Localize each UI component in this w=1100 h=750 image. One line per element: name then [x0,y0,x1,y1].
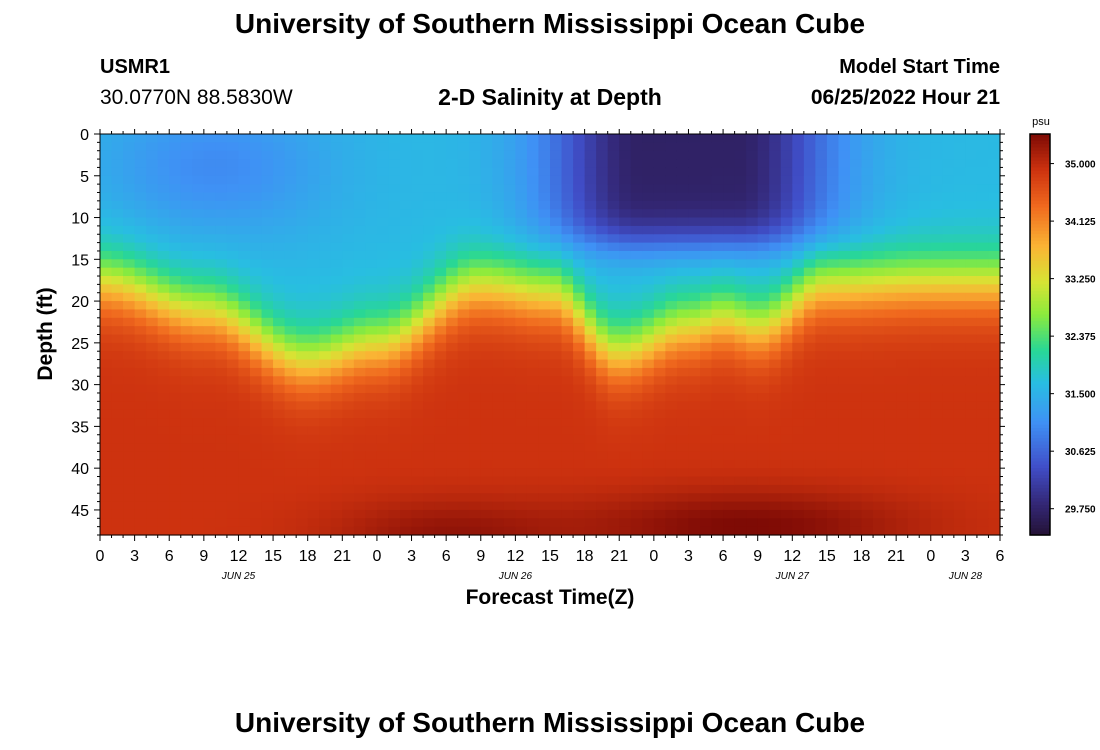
x-tick-label: 18 [853,548,871,565]
colorbar-tick-label: 29.750 [1065,505,1096,516]
date-label: JUN 25 [221,571,256,582]
model-start-value: 06/25/2022 Hour 21 [810,86,1000,109]
x-tick-label: 0 [926,548,935,565]
x-tick-label: 12 [230,548,248,565]
x-tick-label: 9 [476,548,485,565]
x-tick-label: 6 [996,548,1005,565]
colorbar-tick-label: 30.625 [1065,447,1096,458]
colorbar-tick-label: 31.500 [1065,390,1096,401]
colorbar-tick-label: 33.250 [1065,275,1096,286]
x-tick-label: 6 [442,548,451,565]
y-tick-label: 30 [71,378,89,395]
y-tick-label: 35 [71,419,89,436]
model-start-label: Model Start Time [839,56,1000,78]
x-tick-label: 6 [719,548,728,565]
y-tick-label: 45 [71,503,89,520]
x-tick-label: 18 [299,548,317,565]
station-coordinates: 30.0770N 88.5830W [100,86,293,109]
colorbar-tick-label: 32.375 [1065,332,1096,343]
y-axis-label: Depth (ft) [34,287,57,380]
x-tick-label: 12 [506,548,524,565]
heatmap [100,134,1001,536]
x-tick-label: 21 [333,548,351,565]
x-tick-label: 0 [649,548,658,565]
x-tick-label: 3 [684,548,693,565]
y-tick-label: 20 [71,294,89,311]
date-label: JUN 28 [948,571,983,582]
x-tick-label: 9 [199,548,208,565]
x-tick-label: 3 [961,548,970,565]
y-tick-label: 5 [80,169,89,186]
x-tick-label: 3 [407,548,416,565]
x-tick-label: 12 [783,548,801,565]
x-tick-label: 15 [264,548,282,565]
x-tick-label: 0 [372,548,381,565]
y-tick-label: 15 [71,252,89,269]
colorbar-tick-label: 35.000 [1065,160,1096,171]
colorbar-frame [1029,133,1051,536]
x-tick-label: 15 [541,548,559,565]
colorbar-unit: psu [1032,116,1050,128]
x-tick-label: 0 [96,548,105,565]
y-tick-label: 40 [71,461,89,478]
station-id: USMR1 [100,56,171,78]
x-tick-label: 18 [576,548,594,565]
x-tick-label: 3 [130,548,139,565]
footer-title: University of Southern Mississippi Ocean… [234,707,866,738]
x-axis: 0 3 6 9 12 15 18 21 0 3 6 9 12 15 18 21 0 3 6 9 12 15 18 21 0 3 6 J… [96,129,1005,582]
date-label: JUN 27 [775,571,810,582]
plot-title: 2-D Salinity at Depth [438,84,662,110]
date-label: JUN 26 [498,571,533,582]
colorbar-tick-label: 34.125 [1065,217,1096,228]
x-axis-label: Forecast Time(Z) [466,586,635,609]
x-tick-label: 9 [753,548,762,565]
y-tick-label: 25 [71,336,89,353]
x-tick-label: 15 [818,548,836,565]
y-tick-label: 10 [71,211,89,228]
y-tick-label: 0 [80,127,89,144]
x-tick-label: 21 [887,548,905,565]
colorbar: 35.000 34.125 33.250 32.375 31.500 30.625 29.7… [1029,133,1096,536]
y-axis: 0 5 10 15 20 25 30 35 40 45 [71,127,1005,536]
x-tick-label: 6 [165,548,174,565]
page-title: University of Southern Mississippi Ocean… [234,8,866,39]
x-tick-label: 21 [610,548,628,565]
